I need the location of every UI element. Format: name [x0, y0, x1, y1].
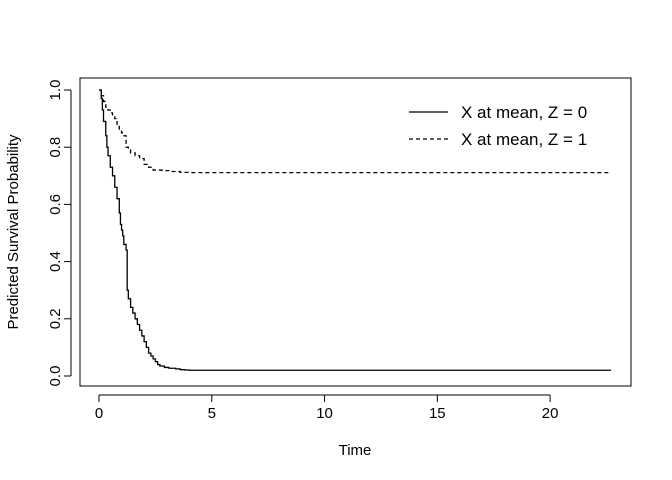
y-axis: 0.0 0.2 0.4 0.6 0.8 1.0: [47, 80, 72, 387]
y-tick-label: 0.2: [47, 308, 64, 329]
legend-label: X at mean, Z = 1: [461, 130, 587, 149]
legend-label: X at mean, Z = 0: [461, 103, 587, 122]
y-tick-label: 0.6: [47, 194, 64, 215]
series-line-1: [99, 89, 611, 174]
legend: X at mean, Z = 0 X at mean, Z = 1: [409, 103, 587, 149]
x-tick-label: 20: [542, 405, 559, 422]
x-axis-title: Time: [339, 442, 372, 459]
y-tick-label: 0.4: [47, 251, 64, 272]
series-layer: [99, 89, 611, 371]
series-line-0: [99, 89, 611, 371]
y-tick-label: 0.0: [47, 366, 64, 387]
x-axis: 0 5 10 15 20: [95, 394, 559, 422]
plot-frame: [79, 77, 632, 387]
x-tick-label: 10: [316, 405, 333, 422]
y-axis-title: Predicted Survival Probability: [5, 134, 22, 330]
y-tick-label: 0.8: [47, 137, 64, 158]
y-tick-label: 1.0: [47, 80, 64, 101]
x-tick-label: 5: [208, 405, 216, 422]
x-tick-label: 0: [95, 405, 103, 422]
x-tick-label: 15: [429, 405, 446, 422]
